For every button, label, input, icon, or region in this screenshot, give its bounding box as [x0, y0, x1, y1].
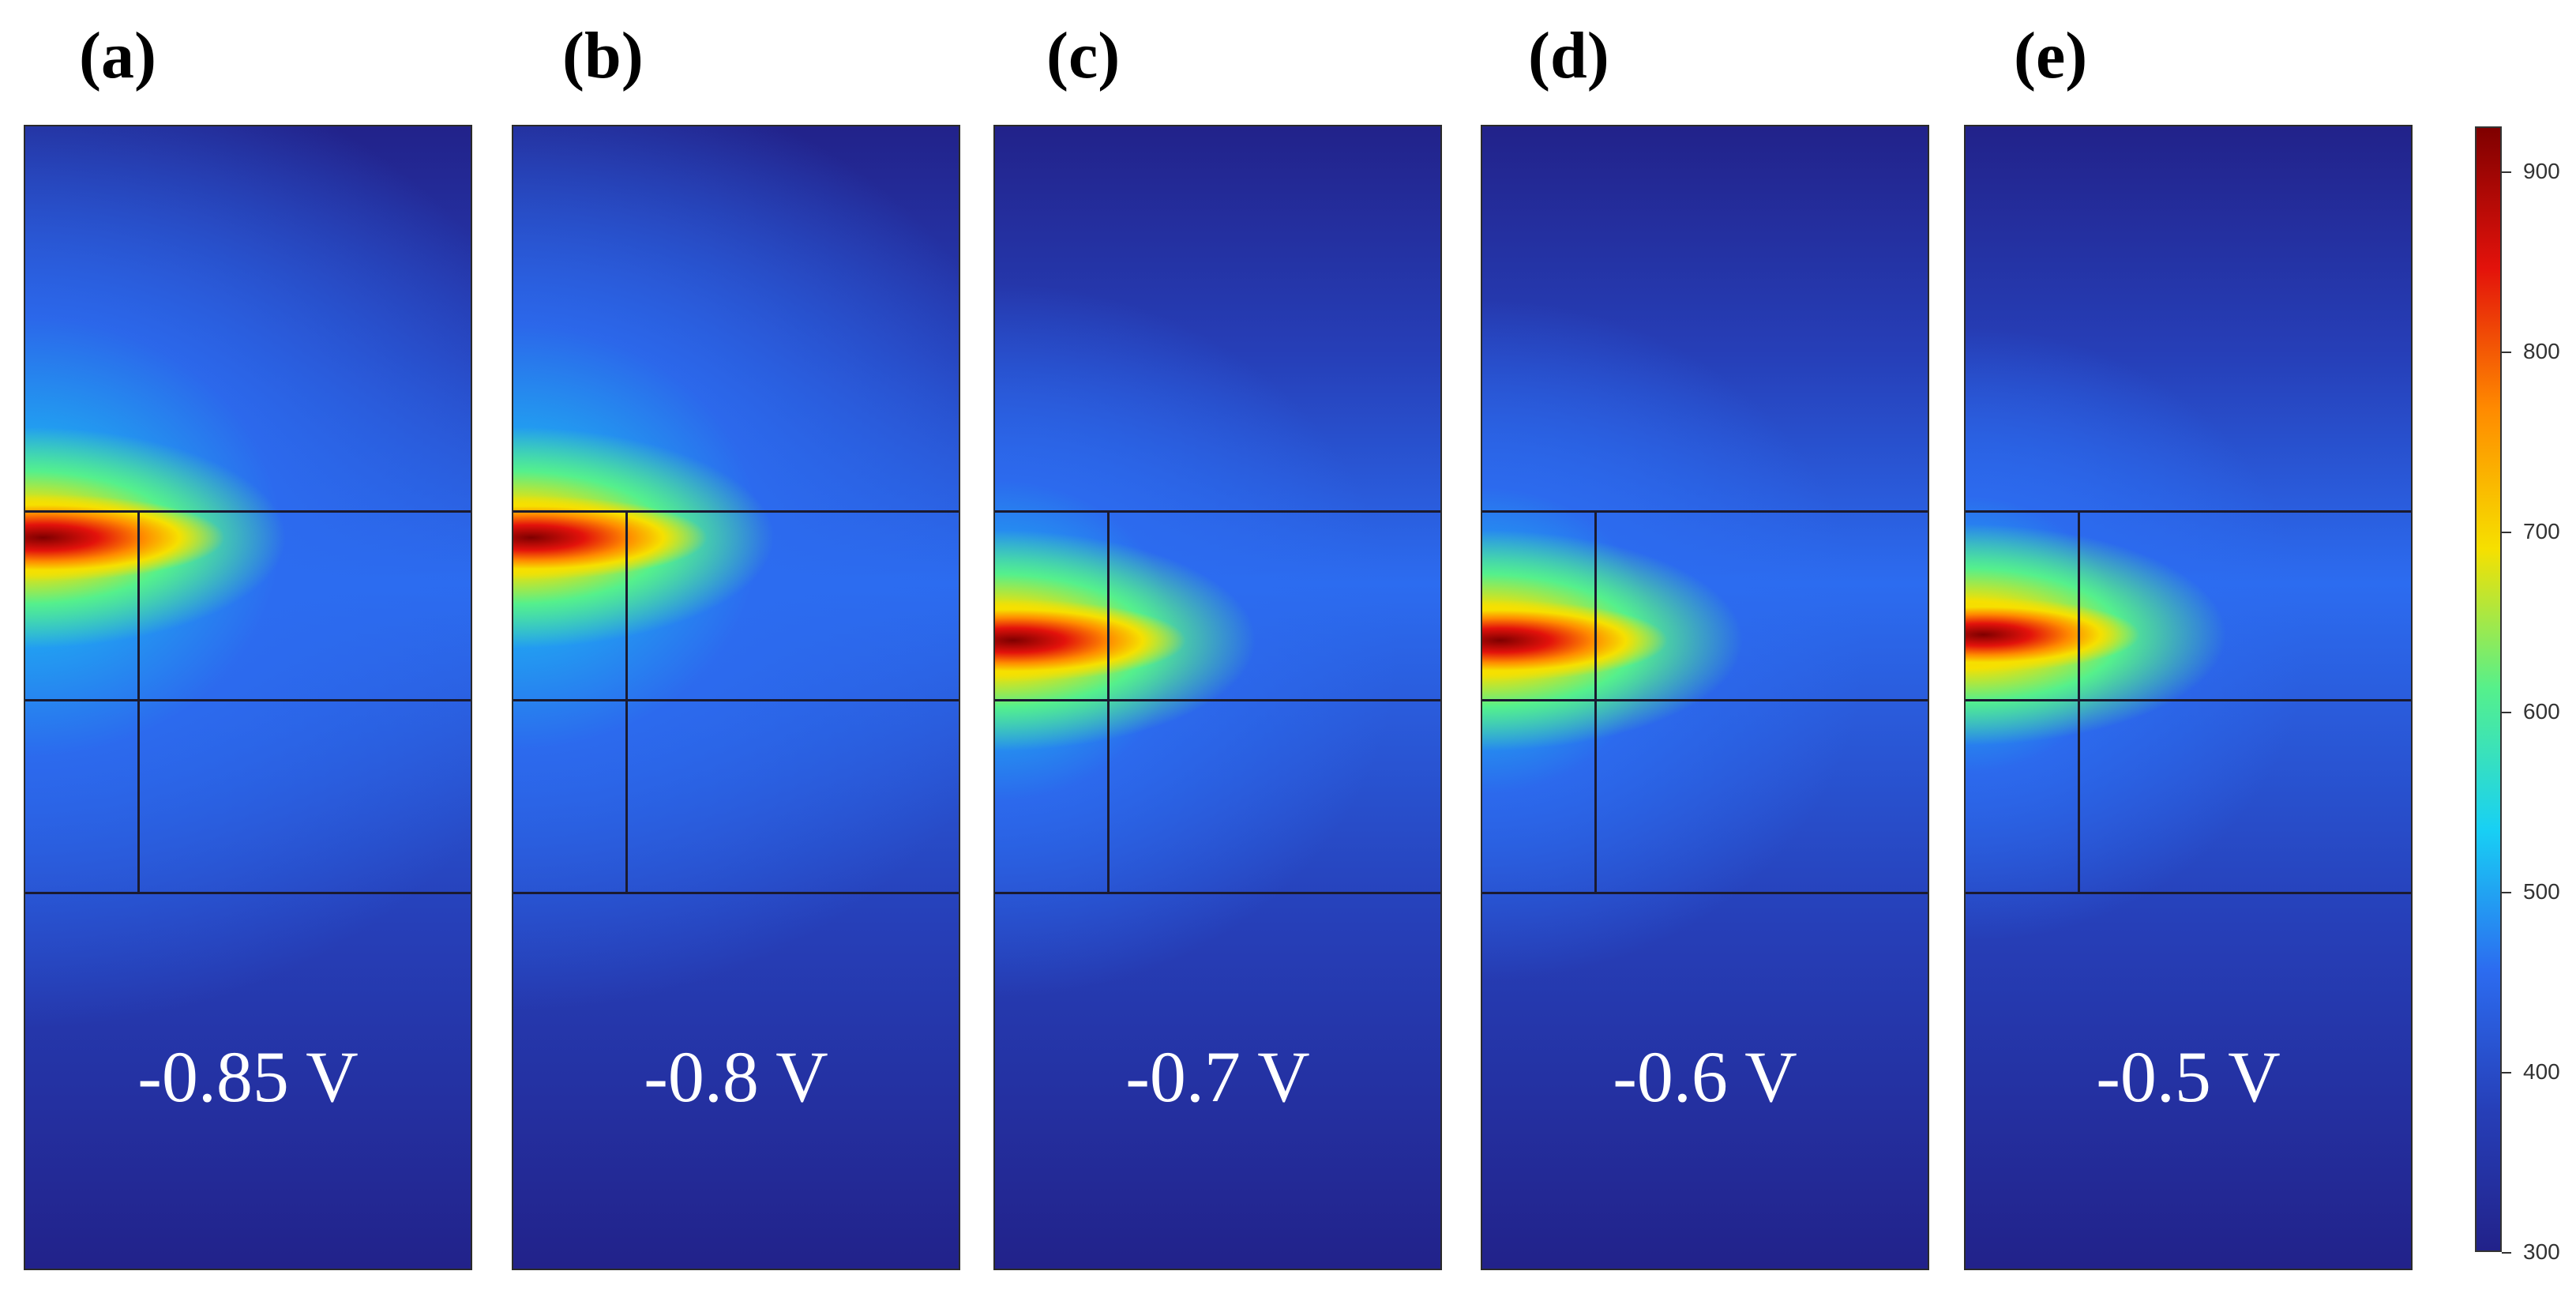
- interface-line: [137, 509, 140, 892]
- interface-line: [1482, 509, 1928, 513]
- colorbar-tick-label: 500: [2523, 879, 2560, 904]
- panel-label: (e): [2014, 19, 2088, 92]
- interface-line: [995, 509, 1440, 513]
- colorbar-tick-label: 800: [2523, 339, 2560, 363]
- colorbar-tick-label: 300: [2523, 1239, 2560, 1264]
- voltage-label: -0.6 V: [1613, 1036, 1797, 1117]
- voltage-label: -0.5 V: [2096, 1036, 2281, 1117]
- interface-line: [1107, 509, 1110, 892]
- panel-label: (b): [562, 19, 644, 92]
- interface-line: [625, 509, 628, 892]
- interface-line: [995, 891, 1440, 894]
- temperature-map-panel: -0.85 V: [24, 125, 472, 1270]
- colorbar-tick-mark: [2502, 1072, 2511, 1074]
- voltage-label: -0.7 V: [1125, 1036, 1310, 1117]
- interface-line: [2078, 509, 2080, 892]
- panel-label: (d): [1528, 19, 1609, 92]
- voltage-label: -0.85 V: [137, 1036, 359, 1117]
- colorbar: [2475, 126, 2502, 1252]
- interface-line: [1482, 891, 1928, 894]
- interface-line: [513, 891, 959, 894]
- interface-line: [1966, 891, 2411, 894]
- interface-line: [1594, 509, 1597, 892]
- interface-line: [1966, 509, 2411, 513]
- interface-line: [513, 509, 959, 513]
- temperature-map-panel: -0.8 V: [512, 125, 960, 1270]
- interface-line: [25, 509, 471, 513]
- interface-line: [513, 699, 959, 701]
- colorbar-tick-mark: [2502, 171, 2511, 173]
- panel-label: (a): [79, 19, 156, 92]
- colorbar-tick-mark: [2502, 712, 2511, 713]
- interface-line: [25, 699, 471, 701]
- colorbar-tick-mark: [2502, 532, 2511, 533]
- temperature-map-panel: -0.7 V: [993, 125, 1442, 1270]
- colorbar-tick-label: 700: [2523, 519, 2560, 543]
- temperature-map-panel: -0.5 V: [1964, 125, 2413, 1270]
- heat-field: [25, 126, 471, 1269]
- panel-label: (c): [1046, 19, 1121, 92]
- temperature-map-panel: -0.6 V: [1481, 125, 1929, 1270]
- colorbar-tick-label: 600: [2523, 699, 2560, 724]
- colorbar-tick-mark: [2502, 892, 2511, 893]
- interface-line: [25, 891, 471, 894]
- interface-line: [1966, 699, 2411, 701]
- heat-field: [1966, 126, 2411, 1269]
- interface-line: [995, 699, 1440, 701]
- heat-field: [995, 126, 1440, 1269]
- colorbar-tick-mark: [2502, 1252, 2511, 1254]
- colorbar-tick-mark: [2502, 352, 2511, 353]
- colorbar-tick-label: 400: [2523, 1059, 2560, 1084]
- heat-field: [513, 126, 959, 1269]
- colorbar-tick-label: 900: [2523, 159, 2560, 183]
- interface-line: [1482, 699, 1928, 701]
- voltage-label: -0.8 V: [644, 1036, 828, 1117]
- heat-field: [1482, 126, 1928, 1269]
